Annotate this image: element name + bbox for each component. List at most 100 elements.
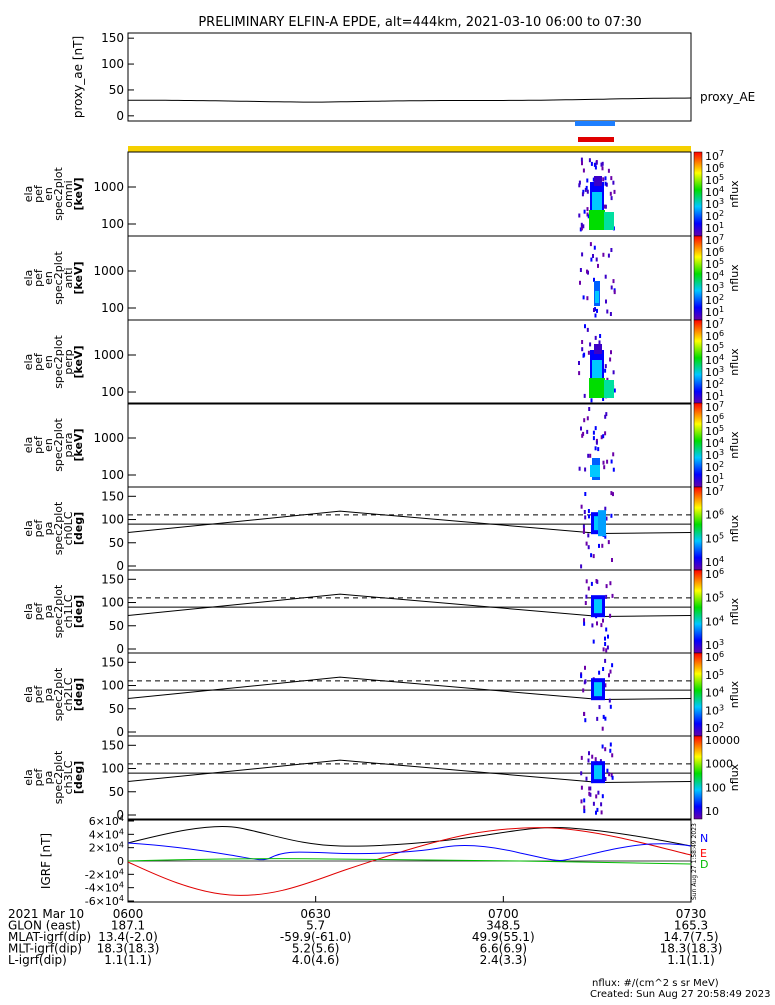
spec-panel-1-pixel — [586, 207, 589, 212]
ae-ytick-label: 0 — [116, 109, 124, 123]
spec-panel-2-pixel — [579, 280, 581, 285]
spec-panel-4-ylabel-line: spec2plot — [52, 418, 65, 472]
spec-panel-4-cb-tick: 106 — [705, 412, 724, 426]
spec-panel-2-ytick-label: 1000 — [93, 264, 124, 278]
pa-panel-2-pixel — [605, 648, 608, 653]
spec-panel-4-cb-label: nflux — [728, 431, 741, 459]
pa-panel-3-pixel — [583, 711, 586, 716]
spec-panel-2-ytick-label: 100 — [101, 301, 124, 315]
pa-panel-1-pixel — [605, 516, 608, 521]
spec-panel-1-pixel — [585, 185, 588, 190]
pa-panel-1-pixel — [611, 558, 613, 562]
pa-panel-2-cb-tick: 104 — [705, 614, 724, 628]
pa-panel-4-ytick-label: 50 — [109, 785, 124, 799]
spec-panel-2-cb-label: nflux — [728, 264, 741, 292]
spec-panel-3-pixel — [606, 377, 609, 382]
spec-panel-1-cb-tick: 103 — [705, 197, 724, 211]
pa-panel-3-pixel — [608, 673, 610, 678]
pa-panel-3-pixel — [601, 726, 604, 731]
spec-panel-4-ytick-label: 100 — [101, 468, 124, 482]
spec-panel-2-cb-tick: 107 — [705, 233, 724, 247]
spec-panel-2-cb-tick: 104 — [705, 269, 724, 283]
spec-panel-4-pixel — [578, 466, 581, 471]
spec-panel-2-cb-tick: 106 — [705, 245, 724, 259]
pa-panel-1-pixel — [583, 528, 585, 533]
spec-panel-1: 1001000elapefenspec2plotomni[keV]1071061… — [22, 149, 741, 237]
spec-panel-3-pixel — [613, 388, 616, 393]
spec-panel-1-pixel — [610, 176, 613, 181]
spec-panel-1-pixel — [580, 222, 583, 227]
spec-panel-2-pixel — [594, 313, 597, 318]
pa-panel-1-pixel — [607, 540, 610, 545]
pa-panel-2-pixel — [605, 584, 608, 589]
pa-panel-4-pixel — [580, 771, 583, 776]
spec-panel-3-cb-tick: 107 — [705, 317, 724, 331]
spec-panel-3-pixel — [599, 334, 602, 338]
pa-panel-1-pixel — [587, 545, 590, 550]
spec-panel-2-pixel — [589, 242, 592, 247]
pa-panel-1-pixel — [583, 510, 586, 514]
pa-panel-3-pixel — [598, 670, 601, 675]
spec-panel-1-pixel — [603, 204, 606, 209]
spec-panel-3-pixel — [578, 361, 580, 365]
pa-panel-1-cb-tick: 107 — [705, 484, 724, 498]
spec-panel-2-ylabel-line: anti — [62, 267, 75, 288]
spec-panel-4-pixel — [587, 453, 590, 458]
footer-row-label: L-igrf(dip) — [8, 953, 67, 967]
pa-panel-2-ylabel-line: ela — [22, 603, 35, 620]
spec-panel-3-pixel — [578, 371, 581, 376]
pa-panel-3-pixel — [604, 658, 607, 663]
spec-panel-1-pixel — [604, 176, 607, 181]
pa-panel-2-pixel — [604, 642, 607, 646]
pa-panel-4-ylabel-line: pa — [42, 771, 55, 785]
spec-panel-1-pixel — [582, 224, 585, 229]
spec-panel-1-pixel — [601, 166, 604, 171]
pa-panel-4-pixel — [583, 798, 586, 803]
spec-panel-4-pixel — [605, 412, 608, 417]
spec-panel-1-pixel — [604, 204, 607, 209]
pa-panel-2-ylabel-line: pef — [32, 602, 45, 621]
spec-panel-1-pixel — [613, 189, 616, 194]
igrf-ytick-label: 4×104 — [89, 827, 124, 841]
spec-panel-3-colorbar — [693, 319, 703, 405]
pa-panel-4-frame — [127, 735, 692, 820]
pa-panel-3-cb-tick: 103 — [705, 703, 724, 717]
spec-panel-2-pixel — [607, 253, 610, 258]
spec-panel-1-ylabel-line: en — [42, 187, 55, 201]
pa-panel-4-core — [594, 765, 602, 780]
pa-panel-1-pixel — [587, 533, 590, 538]
pa-panel-4-pixel — [594, 757, 597, 762]
pa-panel-3-ylabel-line: ela — [22, 686, 35, 703]
spec-panel-4-pixel — [603, 465, 606, 470]
ae-series-label: proxy_AE — [700, 90, 755, 104]
spec-panel-1-core — [589, 210, 605, 230]
spec-panel-2-ylabel-line: [keV] — [72, 261, 85, 294]
spec-panel-1-pixel — [581, 192, 584, 197]
pa-panel-2-ylabel-line: ch1LC — [62, 594, 75, 628]
pa-panel-1-pixel — [592, 554, 595, 559]
pa-panel-2-ytick-label: 0 — [116, 642, 124, 656]
spec-panel-3-ylabel-line: en — [42, 355, 55, 369]
pa-panel-4-cb-tick: 10000 — [705, 734, 740, 747]
pa-panel-2-pixel — [590, 581, 593, 586]
pitch-angle-panels: 050100150elapefpaspec2plotch0LC[deg]1071… — [22, 484, 741, 822]
spec-panel-4-cb-tick: 101 — [705, 472, 724, 486]
pa-panel-1-ytick-label: 100 — [101, 513, 124, 527]
pa-panel-4-ylabel-line: ch3LC — [62, 760, 75, 794]
spec-panel-1-pixel — [601, 161, 604, 166]
footer-ephemeris: 2021 Mar 10 0600 0630 0700 0730 GLON (east) 18… — [8, 907, 722, 967]
spec-panel-1-pixel — [600, 162, 603, 167]
spec-panel-4-pixel — [602, 434, 605, 439]
spec-panel-2-pixel — [593, 308, 595, 312]
spec-panel-4-cb-tick: 102 — [705, 460, 724, 474]
pa-panel-1-cb-tick: 104 — [705, 555, 724, 569]
pa-panel-4-pixel — [600, 802, 603, 807]
spec-panel-3-pixel — [586, 327, 589, 332]
pa-panel-4-ytick-label: 0 — [116, 808, 124, 822]
pa-panel-1-loss-cone-line — [127, 510, 692, 534]
spec-panel-4-ylabel-line: para — [62, 433, 75, 458]
spec-panel-3-pixel — [589, 342, 592, 347]
pa-panel-3-pixel — [604, 716, 607, 721]
pa-panel-4-cb-tick: 10 — [705, 805, 719, 818]
